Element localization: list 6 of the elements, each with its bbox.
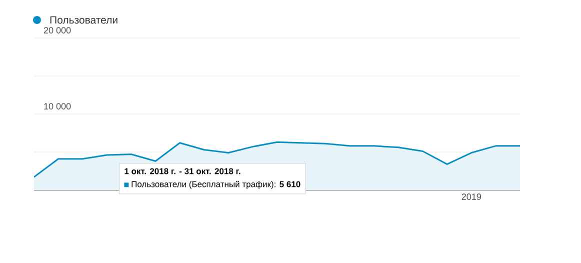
legend-label: Пользователи (50, 16, 118, 24)
annotation: 1 окт. 2018 г. - 31 окт. 2018 г. (124, 168, 240, 174)
y-tick-label: 20 000 (44, 27, 71, 34)
annotation: Пользователи (Бесплатный трафик): 5 610 (132, 180, 300, 189)
y-tick-label: 10 000 (44, 103, 71, 110)
x-tick-label: 2019 (462, 194, 481, 200)
